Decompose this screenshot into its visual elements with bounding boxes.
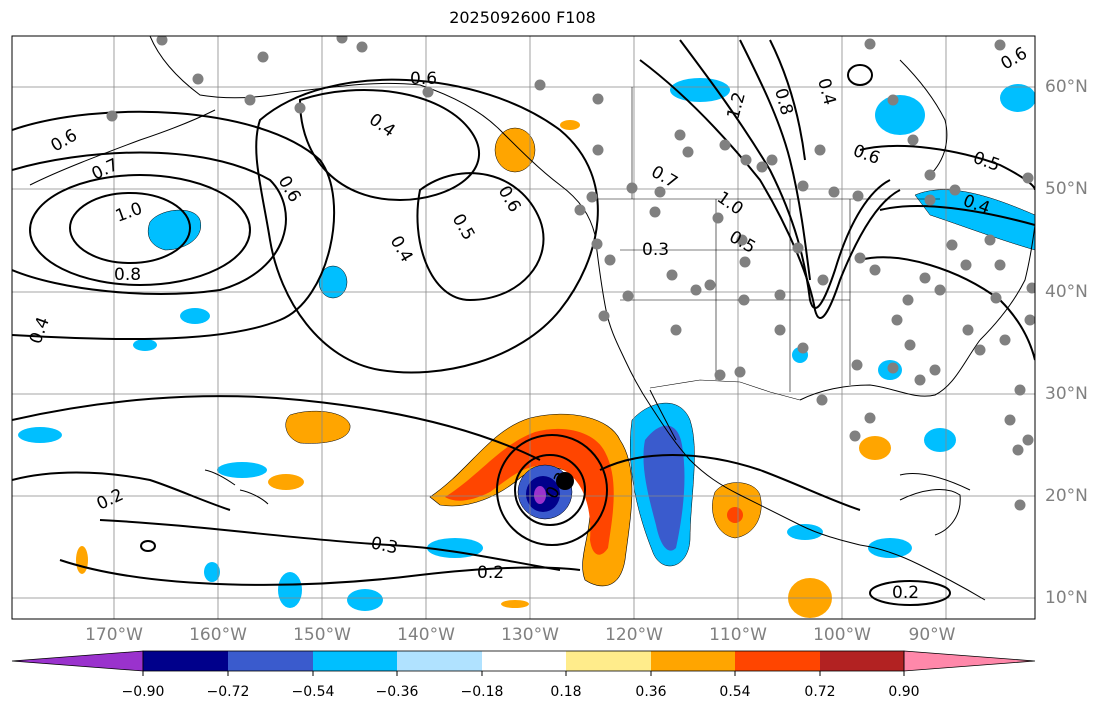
hawaii (204, 469, 269, 505)
lon-tick-label: 140°W (397, 625, 455, 645)
storm-contour-inner (514, 454, 586, 526)
lat-tick-label: 50°N (1045, 179, 1088, 199)
contour-label: 0.6 (274, 173, 305, 206)
colorbar-tick-label: −0.54 (291, 684, 335, 700)
contour-label: 0.2 (477, 563, 504, 583)
contour-label: 0.4 (365, 110, 399, 142)
contour-0-5 (416, 172, 545, 302)
gulf-coast (799, 339, 981, 401)
station-dots (106, 36, 1035, 511)
lon-tick-label: 170°W (85, 625, 143, 645)
contour-0-3-west (12, 395, 541, 461)
positive-anomaly-core (445, 428, 614, 555)
contour-label: 0.6 (850, 141, 882, 169)
contour-0-2-west (12, 471, 231, 511)
lon-tick-label: 110°W (709, 625, 767, 645)
contour-1-0-west (69, 192, 191, 264)
colorbar-segment (397, 651, 482, 671)
contour-label: 0.4 (813, 76, 839, 107)
contour-label: 0.6 (494, 183, 525, 216)
contour-trough-4 (769, 39, 806, 161)
contour-0-3-south (99, 519, 561, 571)
colorbar-tick-label: −0.90 (121, 684, 165, 700)
contour-label: 0.4 (26, 314, 54, 346)
contour-0-8-west (29, 174, 251, 286)
contour-0-7-west (12, 151, 287, 295)
colorbar-segment (143, 651, 228, 671)
colorbar-segment (313, 651, 397, 671)
contour-label: 0.5 (726, 227, 759, 258)
colorbar-tick-label: 0.54 (719, 684, 751, 700)
contour-label: 0.4 (386, 233, 417, 266)
lon-tick-label: 160°W (189, 625, 247, 645)
storm-center-marker (556, 472, 574, 490)
contour-0-2-south (59, 559, 581, 586)
baja (649, 389, 677, 441)
contour-label: 0.8 (114, 265, 141, 285)
contour-label: 0.2 (94, 485, 127, 515)
contour-label: 0.3 (642, 240, 669, 260)
map-title: 2025092600 F108 (449, 8, 596, 27)
colorbar-segment (482, 651, 566, 671)
contour-0-2-caribbean (869, 580, 951, 606)
lat-tick-label: 10°N (1045, 588, 1088, 608)
colorbar-tick-label: −0.36 (375, 684, 419, 700)
lon-tick-label: 130°W (501, 625, 559, 645)
colorbar-segment (820, 651, 904, 671)
map-frame (11, 35, 1036, 620)
colorbar-tick-label: 0.18 (550, 684, 582, 700)
contour-0-4 (298, 89, 480, 202)
colorbar-segment (651, 651, 735, 671)
colorbar-extend-right (903, 650, 1036, 672)
cuba (899, 472, 971, 491)
contour-label: 0.6 (410, 69, 437, 89)
contour-label: 0.6 (48, 125, 81, 156)
colorbar-tick-label: 0.72 (804, 684, 836, 700)
contour-east-3 (859, 256, 1035, 361)
shaded-anomalies (18, 78, 1035, 618)
contour-labels: 0.6 0.7 0.6 1.0 0.8 0.4 0.6 0.4 0.5 0.6 … (26, 43, 1031, 603)
contour-label: 0.5 (448, 211, 479, 244)
contour-trough-3 (739, 39, 811, 281)
contour-0-6-mid (255, 78, 599, 374)
contour-label: 0.5 (970, 148, 1002, 176)
contour-east-1 (859, 145, 1035, 191)
colorbar (11, 650, 1036, 676)
lat-tick-label: 60°N (1045, 77, 1088, 97)
lon-tick-label: 150°W (293, 625, 351, 645)
lon-tick-label: 90°W (908, 625, 956, 645)
lon-tick-label: 100°W (813, 625, 871, 645)
colorbar-segment (566, 651, 651, 671)
central-america (859, 544, 986, 601)
alaska-coast (149, 36, 596, 236)
contour-trough-2 (679, 39, 891, 309)
gridlines (12, 36, 1035, 619)
contour-label: 1.0 (113, 199, 145, 227)
contour-label: 0.2 (892, 583, 919, 603)
storm-contour-outer (496, 434, 608, 546)
contour-trough-1 (639, 59, 901, 319)
contour-east-2 (879, 205, 1035, 226)
colorbar-tick-label: −0.72 (206, 684, 250, 700)
colorbar-tick-label: −0.18 (460, 684, 504, 700)
colorbar-tick-label: 0.36 (635, 684, 667, 700)
lat-tick-label: 20°N (1045, 486, 1088, 506)
contour-0-6-west (12, 110, 336, 341)
colorbar-segment (735, 651, 820, 671)
aleutians (29, 109, 216, 186)
colorbar-extend-left (11, 650, 144, 672)
lat-tick-label: 30°N (1045, 384, 1088, 404)
hudson-bay (899, 59, 948, 176)
yucatan (899, 489, 961, 536)
east-coast (979, 224, 1035, 341)
contour-storm-eastward (599, 454, 861, 511)
colorbar-tick-label: 0.90 (888, 684, 920, 700)
lat-tick-label: 40°N (1045, 282, 1088, 302)
contour-label: 0.3 (369, 533, 400, 558)
colorbar-segment (228, 651, 313, 671)
lon-tick-label: 120°W (605, 625, 663, 645)
contour-label: 0.7 (648, 162, 681, 193)
